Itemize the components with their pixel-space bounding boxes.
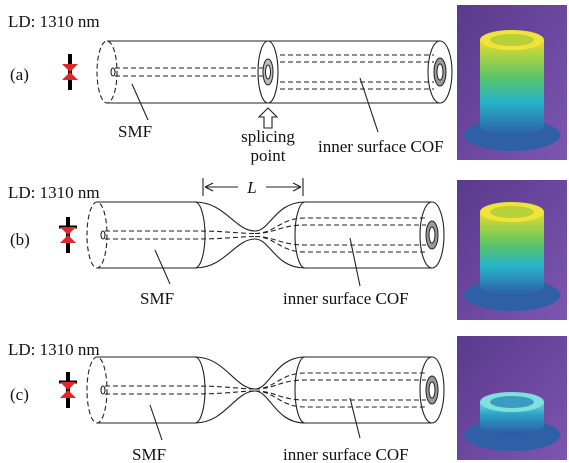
fiber-start [87, 202, 107, 268]
length-label: L [246, 178, 256, 197]
fiber-label: SMF [132, 445, 166, 463]
fiber-label: SMF [118, 122, 152, 141]
cof-core [437, 64, 443, 80]
figure: LD: 1310 nm (a) SMF splicing point inner… [0, 0, 569, 463]
intensity-hole [490, 206, 534, 218]
fiber-label: inner surface COF [283, 289, 409, 308]
laser-diode [60, 227, 76, 243]
cof-core [429, 382, 435, 398]
laser-diode [60, 382, 76, 398]
cof-core [429, 227, 435, 243]
fiber-start [97, 41, 117, 103]
intensity-wall [480, 40, 544, 135]
joint-label: splicing [241, 127, 295, 146]
smf-core [101, 386, 105, 394]
core-lines [115, 68, 268, 76]
fiber-start [87, 357, 107, 423]
panel-label: (a) [10, 65, 29, 84]
fiber-label: inner surface COF [318, 137, 444, 156]
source-label: LD: 1310 nm [8, 12, 100, 31]
intensity-wall [480, 212, 544, 295]
core-lines [105, 218, 426, 252]
smf-core [101, 231, 105, 239]
panel-label: (c) [10, 385, 29, 404]
smf-core [111, 68, 115, 76]
core-lines [105, 373, 426, 407]
fiber-outline [97, 357, 432, 423]
joint-label: point [251, 146, 286, 165]
fiber-label: inner surface COF [283, 445, 409, 463]
fiber-label: SMF [140, 289, 174, 308]
intensity-hole [490, 396, 534, 408]
taper-edge [195, 202, 305, 268]
laser-diode [62, 64, 78, 80]
taper-edge [195, 357, 305, 423]
fiber-outline [97, 202, 432, 268]
source-label: LD: 1310 nm [8, 183, 100, 202]
joint-arrow [259, 108, 277, 128]
cof-lines [280, 55, 434, 89]
source-label: LD: 1310 nm [8, 340, 100, 359]
splice-core [266, 65, 271, 79]
panel-label: (b) [10, 230, 30, 249]
intensity-hole [490, 34, 534, 46]
